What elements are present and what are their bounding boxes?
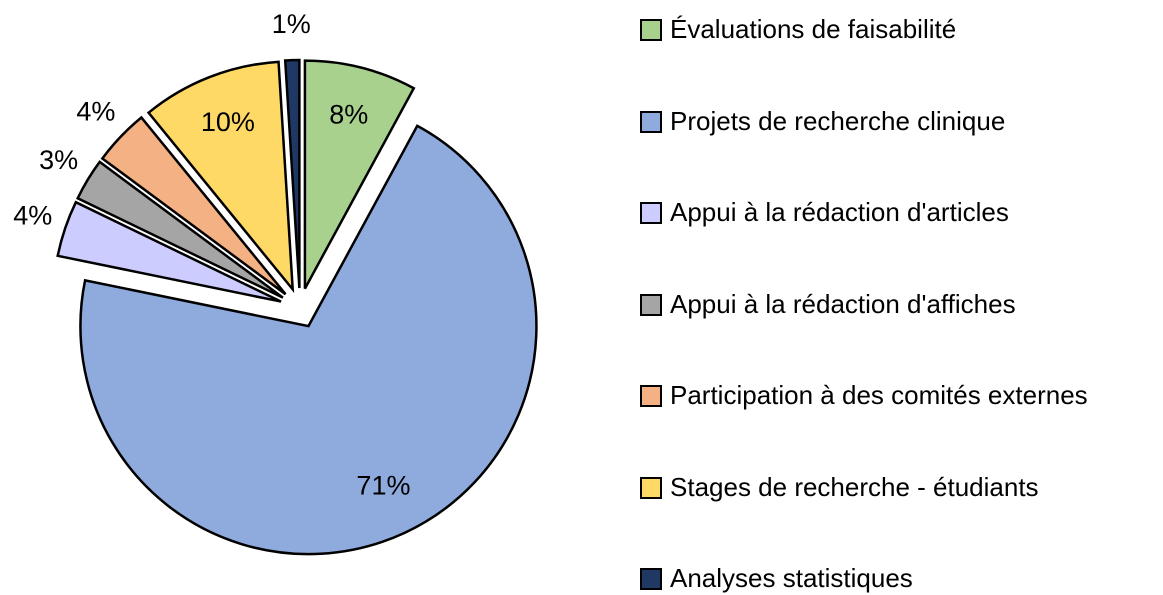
data-label: 8% (329, 99, 368, 129)
legend-swatch (640, 19, 662, 41)
pie-area: 8% 71% 4% 3% 4% 10% 1% (13, 9, 538, 556)
legend-item: Stages de recherche - étudiants (640, 470, 1100, 504)
pie-slice (56, 200, 282, 303)
legend-label: Analyses statistiques (670, 563, 913, 593)
pie-slice (146, 60, 295, 294)
legend-item: Analyses statistiques (640, 561, 1100, 595)
legend-label: Appui à la rédaction d'articles (670, 197, 1009, 227)
legend-item: Appui à la rédaction d'affiches (640, 287, 1100, 321)
pie-slice (283, 58, 301, 289)
legend-label: Participation à des comités externes (670, 380, 1088, 410)
legend-swatch (640, 202, 662, 224)
legend-label: Stages de recherche - étudiants (670, 471, 1039, 502)
legend-item: Participation à des comités externes (640, 378, 1100, 412)
legend-swatch (640, 568, 662, 590)
legend-label: Projets de recherche clinique (670, 105, 1006, 136)
data-label: 3% (39, 145, 78, 175)
pie-slice (303, 59, 416, 290)
legend-item: Évaluations de faisabilité (640, 12, 1100, 46)
legend-swatch (640, 293, 662, 316)
legend-swatch (640, 110, 662, 133)
pie-slice (100, 115, 287, 296)
legend-item: Appui à la rédaction d'articles (640, 195, 1100, 229)
legend-label: Appui à la rédaction d'affiches (670, 288, 1016, 319)
data-label: 10% (201, 107, 255, 137)
data-label: 1% (272, 9, 311, 39)
data-label: 71% (356, 471, 410, 501)
data-label: 4% (13, 201, 52, 231)
pie-slice (76, 160, 284, 299)
data-label: 4% (76, 96, 115, 126)
legend-label: Évaluations de faisabilité (670, 14, 957, 44)
legend-swatch (640, 476, 662, 499)
legend-swatch (640, 385, 662, 407)
pie-slice (79, 124, 538, 556)
legend-item: Projets de recherche clinique (640, 104, 1100, 138)
